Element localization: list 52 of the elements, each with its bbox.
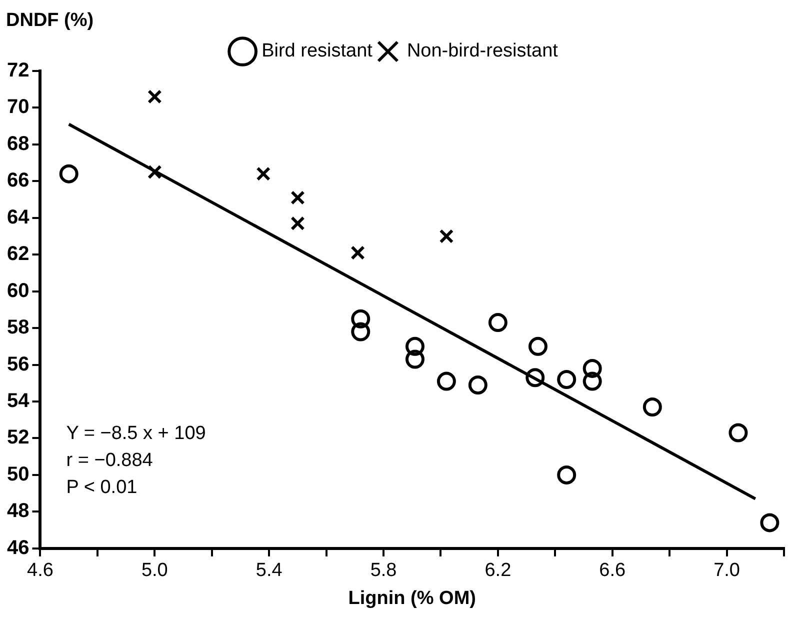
x-tick-label: 4.6 xyxy=(27,560,54,582)
point xyxy=(582,358,602,378)
y-tick-label: 50 xyxy=(6,463,30,486)
y-axis-title: DNDF (%) xyxy=(6,10,94,31)
legend-label: Non-bird-resistant xyxy=(406,40,559,62)
point xyxy=(526,368,545,388)
y-tick-label: 62 xyxy=(6,243,30,266)
y-tick-label: 72 xyxy=(6,60,30,82)
y-tick-label: 70 xyxy=(6,96,30,118)
point xyxy=(405,350,424,369)
x-tick-label: 7.0 xyxy=(714,560,740,582)
y-tick-label: 56 xyxy=(6,353,30,376)
y-tick-label: 46 xyxy=(6,536,30,559)
point xyxy=(436,372,456,391)
point xyxy=(468,375,488,394)
annotation: r = −0.884 xyxy=(66,450,154,471)
point xyxy=(290,216,305,231)
legend-label: Bird resistant xyxy=(262,40,374,62)
point xyxy=(557,370,576,389)
point xyxy=(290,190,305,205)
x-tick-label: 6.2 xyxy=(484,560,512,582)
point xyxy=(59,164,78,184)
y-tick-label: 60 xyxy=(6,280,30,302)
y-tick-label: 64 xyxy=(6,206,30,228)
point xyxy=(350,246,365,260)
annotation: P < 0.01 xyxy=(66,477,138,498)
x-tick-label: 5.4 xyxy=(256,560,283,582)
y-tick-label: 54 xyxy=(6,390,30,412)
y-tick-label: 66 xyxy=(6,170,30,192)
point xyxy=(256,166,271,181)
point xyxy=(148,164,162,180)
x-tick-label: 5.8 xyxy=(370,560,397,582)
point xyxy=(351,322,370,342)
point xyxy=(528,336,548,356)
point xyxy=(557,465,576,484)
x-axis-title: Lignin (% OM) xyxy=(348,588,476,609)
point xyxy=(582,372,602,391)
x-tick-label: 5.0 xyxy=(141,560,168,582)
x-tick-label: 6.6 xyxy=(599,560,626,582)
point xyxy=(728,423,748,442)
y-tick-label: 68 xyxy=(6,132,30,155)
annotation: Y = −8.5 x + 109 xyxy=(66,423,206,444)
point xyxy=(488,313,508,332)
point xyxy=(439,229,454,244)
point xyxy=(642,398,662,417)
y-tick-label: 58 xyxy=(6,316,30,339)
y-tick-label: 48 xyxy=(6,500,30,522)
point xyxy=(351,309,370,328)
point xyxy=(405,336,424,356)
point xyxy=(760,513,780,532)
y-tick-label: 52 xyxy=(6,426,30,449)
point xyxy=(148,90,162,104)
